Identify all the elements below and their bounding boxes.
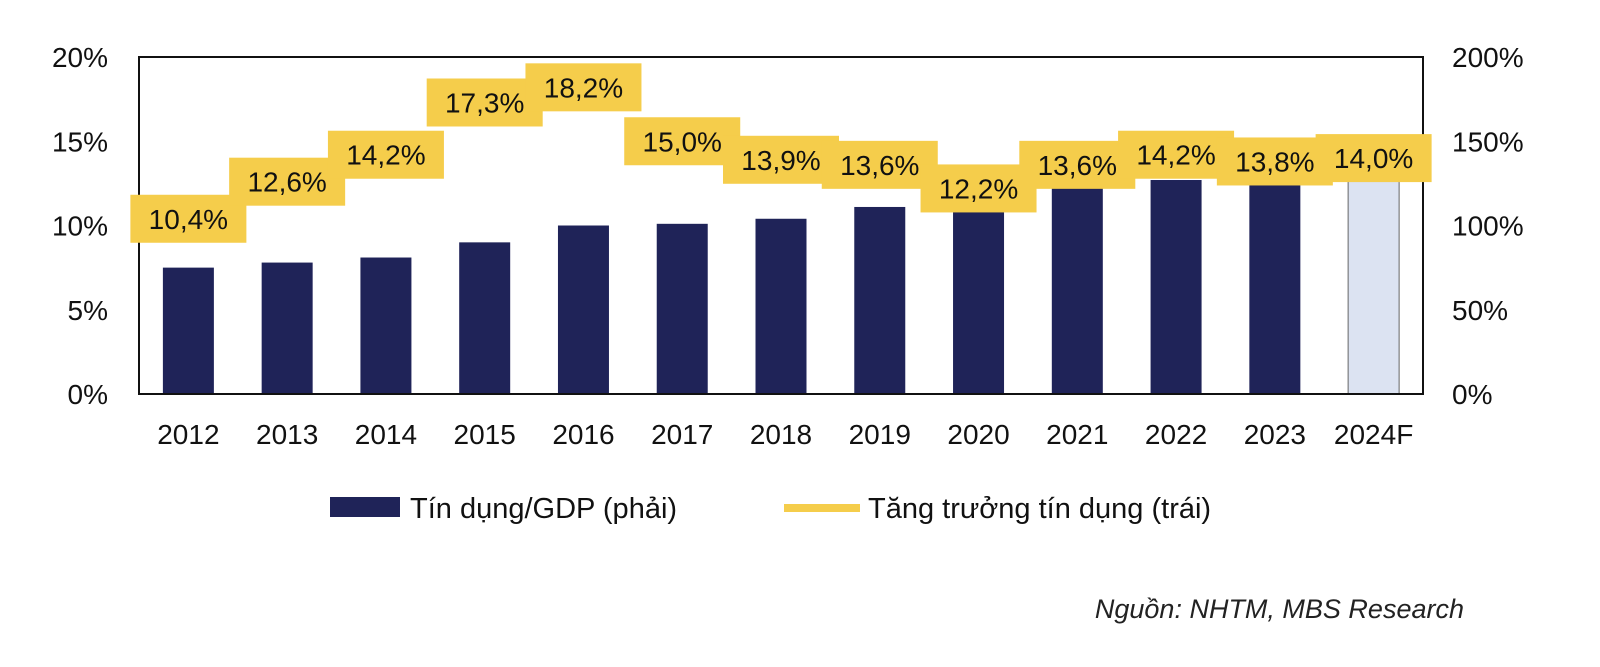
x-tick-label: 2017 (651, 419, 713, 450)
bar-2020 (953, 203, 1005, 394)
left-tick-label: 15% (52, 126, 108, 157)
left-tick-label: 5% (68, 295, 108, 326)
bar-2023 (1249, 180, 1301, 394)
label-box-2019 (821, 140, 938, 189)
data-label-boxes: 10,4% 12,6% 14,2% 17,3% 18,2% 15,0% 13,9% 13,6%… (130, 63, 1432, 243)
label-box-2013 (229, 157, 346, 206)
label-box-2012 (130, 194, 247, 243)
legend-swatch-bar (330, 497, 400, 517)
right-tick-label: 200% (1452, 42, 1524, 73)
label-box-2024F (1315, 134, 1432, 183)
right-tick-label: 100% (1452, 211, 1524, 242)
bar-2022 (1150, 180, 1202, 394)
x-tick-label: 2014 (355, 419, 417, 450)
x-tick-label: 2019 (849, 419, 911, 450)
x-tick-label: 2024F (1334, 419, 1413, 450)
legend: Tín dụng/GDP (phải) Tăng trưởng tín dụng… (330, 493, 1211, 525)
x-tick-label: 2022 (1145, 419, 1207, 450)
bar-2018 (755, 218, 807, 394)
left-tick-label: 0% (68, 379, 108, 410)
bar-2013 (261, 262, 313, 394)
data-label-2023: 13,8% (1235, 146, 1314, 177)
data-label-2018: 13,9% (741, 145, 820, 176)
label-box-2017 (624, 117, 741, 166)
x-tick-label: 2023 (1244, 419, 1306, 450)
x-tick-label: 2021 (1046, 419, 1108, 450)
x-tick-label: 2013 (256, 419, 318, 450)
x-axis-ticks: 2012 2013 2014 2015 2016 2017 2018 2019 2020 2021… (157, 419, 1413, 450)
data-label-2024F: 14,0% (1334, 143, 1413, 174)
x-tick-label: 2016 (552, 419, 614, 450)
data-label-2020: 12,2% (939, 173, 1018, 204)
data-label-2014: 14,2% (346, 140, 425, 171)
data-label-2015: 17,3% (445, 87, 524, 118)
bar-series (162, 179, 1400, 395)
data-label-2013: 12,6% (247, 167, 326, 198)
bar-2015 (459, 242, 511, 394)
right-tick-label: 0% (1452, 379, 1492, 410)
data-label-2022: 14,2% (1136, 140, 1215, 171)
data-label-2021: 13,6% (1038, 150, 1117, 181)
left-axis-ticks: 0% 5% 10% 15% 20% (52, 42, 108, 410)
bar-2016 (557, 225, 609, 394)
right-tick-label: 150% (1452, 126, 1524, 157)
data-label-2016: 18,2% (544, 72, 623, 103)
label-box-2022 (1118, 130, 1235, 179)
legend-label-line: Tăng trưởng tín dụng (trái) (868, 493, 1211, 525)
data-label-2017: 15,0% (643, 126, 722, 157)
label-box-2014 (327, 130, 444, 179)
x-tick-label: 2012 (157, 419, 219, 450)
label-box-2021 (1019, 140, 1136, 189)
bar-2024F (1347, 179, 1400, 395)
data-label-2012: 10,4% (149, 204, 228, 235)
bar-2014 (360, 257, 412, 394)
label-box-2020 (920, 164, 1037, 213)
x-tick-label: 2015 (454, 419, 516, 450)
right-tick-label: 50% (1452, 295, 1508, 326)
left-tick-label: 20% (52, 42, 108, 73)
bar-2012 (162, 267, 214, 394)
right-axis-ticks: 0% 50% 100% 150% 200% (1452, 42, 1524, 410)
legend-label-bar: Tín dụng/GDP (phải) (410, 493, 677, 525)
label-box-2023 (1216, 137, 1333, 186)
x-tick-label: 2020 (947, 419, 1009, 450)
left-tick-label: 10% (52, 211, 108, 242)
label-box-2015 (426, 78, 543, 127)
bar-2021 (1051, 183, 1103, 394)
x-tick-label: 2018 (750, 419, 812, 450)
data-label-2019: 13,6% (840, 150, 919, 181)
label-box-2018 (723, 135, 839, 184)
label-box-2016 (525, 63, 642, 112)
bar-2017 (656, 223, 708, 394)
source-note: Nguồn: NHTM, MBS Research (1094, 594, 1464, 624)
bar-2019 (854, 206, 906, 394)
